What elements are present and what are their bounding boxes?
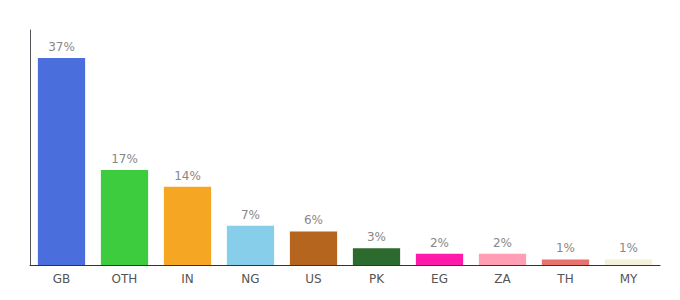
svg-text:2%: 2% — [430, 236, 449, 250]
svg-text:OTH: OTH — [112, 272, 138, 286]
svg-text:PK: PK — [369, 272, 385, 286]
svg-text:1%: 1% — [619, 241, 638, 255]
svg-text:NG: NG — [241, 272, 259, 286]
svg-text:US: US — [305, 272, 321, 286]
svg-text:6%: 6% — [304, 213, 323, 227]
svg-text:1%: 1% — [556, 241, 575, 255]
svg-text:GB: GB — [53, 272, 71, 286]
svg-text:17%: 17% — [111, 152, 138, 166]
svg-text:14%: 14% — [174, 169, 201, 183]
svg-text:ZA: ZA — [494, 272, 511, 286]
svg-text:EG: EG — [431, 272, 448, 286]
svg-text:MY: MY — [620, 272, 638, 286]
svg-text:IN: IN — [181, 272, 194, 286]
svg-text:3%: 3% — [367, 230, 386, 244]
svg-text:37%: 37% — [48, 40, 75, 54]
svg-text:2%: 2% — [493, 236, 512, 250]
svg-text:7%: 7% — [241, 208, 260, 222]
svg-text:TH: TH — [556, 272, 573, 286]
